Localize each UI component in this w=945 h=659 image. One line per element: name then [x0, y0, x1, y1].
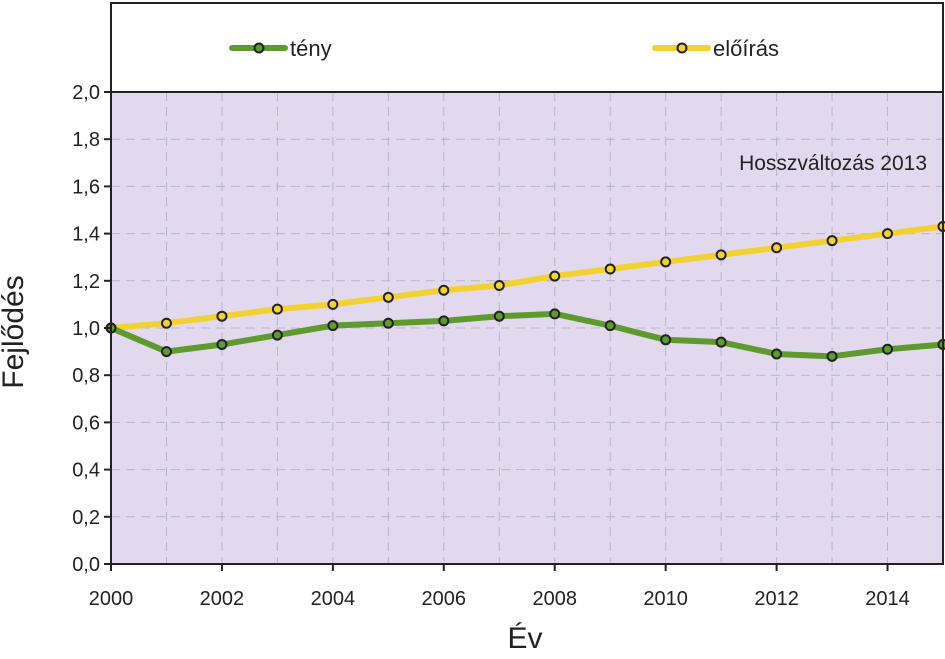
data-point — [772, 243, 781, 252]
y-tick-label: 1,2 — [72, 271, 100, 293]
data-point — [550, 272, 559, 281]
data-point — [883, 229, 892, 238]
data-point — [439, 286, 448, 295]
legend-marker — [678, 44, 687, 53]
y-tick-label: 0,2 — [72, 507, 100, 529]
x-tick-label: 2014 — [865, 588, 910, 610]
y-tick-label: 1,8 — [72, 129, 100, 151]
data-point — [939, 222, 945, 231]
data-point — [217, 312, 226, 321]
y-tick-label: 0,4 — [72, 460, 100, 482]
data-point — [883, 345, 892, 354]
y-tick-label: 0,8 — [72, 365, 100, 387]
y-tick-label: 1,4 — [72, 224, 100, 246]
data-point — [439, 316, 448, 325]
data-point — [828, 352, 837, 361]
data-point — [717, 250, 726, 259]
y-tick-label: 1,0 — [72, 318, 100, 340]
data-point — [328, 300, 337, 309]
x-tick-label: 2012 — [754, 588, 799, 610]
data-point — [661, 257, 670, 266]
data-point — [162, 319, 171, 328]
y-tick-label: 0,6 — [72, 412, 100, 434]
data-point — [606, 321, 615, 330]
x-axis-title: Év — [507, 622, 542, 654]
data-point — [717, 338, 726, 347]
data-point — [939, 340, 945, 349]
legend-label: tény — [290, 36, 332, 61]
data-point — [384, 293, 393, 302]
data-point — [828, 236, 837, 245]
x-tick-label: 2004 — [311, 588, 356, 610]
data-point — [661, 335, 670, 344]
data-point — [495, 312, 504, 321]
data-point — [384, 319, 393, 328]
data-point — [550, 309, 559, 318]
x-tick-label: 2008 — [532, 588, 577, 610]
data-point — [495, 281, 504, 290]
y-tick-label: 0,0 — [72, 554, 100, 576]
data-point — [772, 349, 781, 358]
y-tick-label: 2,0 — [72, 82, 100, 104]
y-tick-label: 1,6 — [72, 176, 100, 198]
data-point — [273, 305, 282, 314]
x-tick-label: 2000 — [89, 588, 134, 610]
x-tick-label: 2006 — [422, 588, 467, 610]
data-point — [273, 331, 282, 340]
legend-marker — [255, 44, 264, 53]
x-tick-label: 2010 — [643, 588, 688, 610]
x-tick-label: 2002 — [200, 588, 245, 610]
data-point — [162, 347, 171, 356]
data-point — [606, 265, 615, 274]
chart-annotation: Hosszváltozás 2013 — [739, 152, 927, 175]
data-point — [217, 340, 226, 349]
data-point — [328, 321, 337, 330]
legend-label: előírás — [713, 36, 779, 61]
y-axis-title: Fejlődés — [0, 275, 30, 388]
